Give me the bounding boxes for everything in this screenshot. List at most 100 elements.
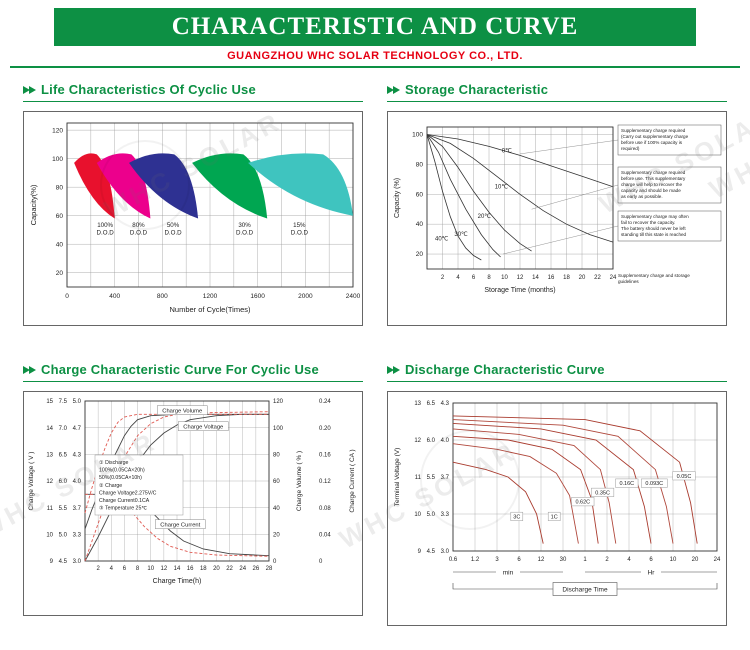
svg-text:18: 18 <box>563 275 570 281</box>
svg-text:10℃: 10℃ <box>495 184 509 190</box>
svg-text:required): required) <box>621 146 640 151</box>
svg-text:D.O.D: D.O.D <box>164 230 182 237</box>
svg-text:6: 6 <box>123 566 127 572</box>
svg-text:3.7: 3.7 <box>73 506 82 512</box>
svg-text:40: 40 <box>56 241 64 248</box>
svg-text:18: 18 <box>200 566 207 572</box>
svg-text:0.04: 0.04 <box>319 533 331 539</box>
charge-chart: 15 14 13 12 11 10 9 7.5 7.0 6.5 6.0 5.5 5.0 4.5 5.0 4.7… <box>23 391 363 616</box>
section-storage-title: Storage Characteristic <box>405 82 549 97</box>
svg-text:3: 3 <box>495 557 499 563</box>
svg-text:Charge Current ( CA ): Charge Current ( CA ) <box>349 449 356 512</box>
svg-text:9: 9 <box>50 559 54 565</box>
svg-text:22: 22 <box>594 275 601 281</box>
arrow-triangle-icon <box>393 85 400 94</box>
svg-text:10: 10 <box>46 533 53 539</box>
svg-text:100: 100 <box>52 156 63 163</box>
svg-text:5.0: 5.0 <box>59 533 68 539</box>
svg-text:Terminal Voltage (V): Terminal Voltage (V) <box>394 448 401 507</box>
svg-text:80%: 80% <box>132 222 145 229</box>
svg-text:24: 24 <box>239 566 246 572</box>
page-title: CHARACTERISTIC AND CURVE <box>171 13 579 40</box>
svg-text:100%: 100% <box>97 222 113 229</box>
svg-text:6: 6 <box>472 275 476 281</box>
svg-text:12: 12 <box>161 566 168 572</box>
arrow-triangle-icon <box>23 365 30 374</box>
svg-text:3.3: 3.3 <box>73 533 82 539</box>
svg-text:20: 20 <box>692 557 699 563</box>
svg-text:30: 30 <box>560 557 567 563</box>
svg-text:8: 8 <box>136 566 140 572</box>
company-name: GUANGZHOU WHC SOLAR TECHNOLOGY CO., LTD. <box>227 50 523 62</box>
svg-text:800: 800 <box>157 293 168 300</box>
section-charge: Charge Characteristic Curve For Cyclic U… <box>23 362 363 626</box>
svg-text:3.0: 3.0 <box>441 549 450 555</box>
svg-text:Capacity (%): Capacity (%) <box>394 178 401 218</box>
double-arrow-icon <box>23 365 36 374</box>
section-life-title: Life Characteristics Of Cyclic Use <box>41 82 256 97</box>
svg-text:16: 16 <box>187 566 194 572</box>
svg-text:60: 60 <box>273 479 280 485</box>
svg-text:40: 40 <box>273 506 280 512</box>
svg-text:3C: 3C <box>513 515 520 521</box>
svg-text:3.3: 3.3 <box>441 512 450 518</box>
svg-text:14: 14 <box>532 275 539 281</box>
svg-text:2400: 2400 <box>346 293 361 300</box>
svg-text:6.0: 6.0 <box>427 438 436 444</box>
svg-text:0.20: 0.20 <box>319 426 331 432</box>
life-cycle-chart: 100%D.O.D80%D.O.D50%D.O.D30%D.O.D15%D.O.… <box>23 111 363 326</box>
svg-text:22: 22 <box>226 566 233 572</box>
double-arrow-icon <box>23 85 36 94</box>
section-storage-header: Storage Characteristic <box>387 82 727 102</box>
svg-text:0.35C: 0.35C <box>595 490 610 496</box>
svg-text:6: 6 <box>517 557 521 563</box>
svg-text:③ Temperature 25℃: ③ Temperature 25℃ <box>99 506 147 512</box>
svg-text:100: 100 <box>273 426 284 432</box>
svg-text:9: 9 <box>418 549 422 555</box>
svg-text:before use. This supplementary: before use. This supplementary <box>621 176 686 181</box>
svg-text:Hr: Hr <box>648 570 656 577</box>
svg-text:80: 80 <box>56 184 64 191</box>
svg-text:1C: 1C <box>551 515 558 521</box>
svg-text:0.24: 0.24 <box>319 399 331 405</box>
svg-text:13: 13 <box>46 453 53 459</box>
svg-text:Charge Time(h): Charge Time(h) <box>153 578 202 585</box>
svg-text:0.16C: 0.16C <box>619 481 634 487</box>
svg-text:charge will help to recover th: charge will help to recover the <box>621 182 682 187</box>
svg-text:30%: 30% <box>238 222 251 229</box>
svg-text:before use if 100% capacity is: before use if 100% capacity is <box>621 140 683 145</box>
svg-text:Supplementary charge required: Supplementary charge required <box>621 170 686 175</box>
svg-text:0℃: 0℃ <box>502 148 512 154</box>
svg-text:4.5: 4.5 <box>427 549 436 555</box>
svg-text:10: 10 <box>147 566 154 572</box>
svg-text:20: 20 <box>579 275 586 281</box>
svg-text:11: 11 <box>47 506 54 512</box>
svg-text:standing till this state is re: standing till this state is reached <box>621 232 687 237</box>
svg-text:2: 2 <box>441 275 445 281</box>
svg-text:① Discharge: ① Discharge <box>99 460 129 466</box>
svg-text:capacity and should be made: capacity and should be made <box>621 188 681 193</box>
svg-text:4: 4 <box>110 566 114 572</box>
svg-text:5.5: 5.5 <box>427 475 436 481</box>
svg-text:15: 15 <box>46 399 53 405</box>
svg-text:D.O.D: D.O.D <box>97 230 115 237</box>
svg-text:4.3: 4.3 <box>73 453 82 459</box>
svg-text:10: 10 <box>501 275 508 281</box>
svg-text:4.0: 4.0 <box>441 438 450 444</box>
svg-text:80: 80 <box>273 453 280 459</box>
svg-text:4.0: 4.0 <box>73 479 82 485</box>
svg-text:80: 80 <box>416 161 424 168</box>
svg-text:guidelines: guidelines <box>618 279 639 284</box>
svg-text:26: 26 <box>253 566 260 572</box>
svg-text:1: 1 <box>583 557 587 563</box>
svg-text:20: 20 <box>416 251 424 258</box>
svg-text:0.08: 0.08 <box>319 506 331 512</box>
svg-text:fail to recover the capacity.: fail to recover the capacity. <box>621 220 675 225</box>
svg-text:0.6: 0.6 <box>449 557 458 563</box>
svg-text:D.O.D: D.O.D <box>130 230 148 237</box>
svg-text:0.093C: 0.093C <box>645 481 663 487</box>
section-life: Life Characteristics Of Cyclic Use 100% D… <box>23 82 363 326</box>
svg-text:7.5: 7.5 <box>59 399 68 405</box>
svg-text:30℃: 30℃ <box>454 232 468 238</box>
